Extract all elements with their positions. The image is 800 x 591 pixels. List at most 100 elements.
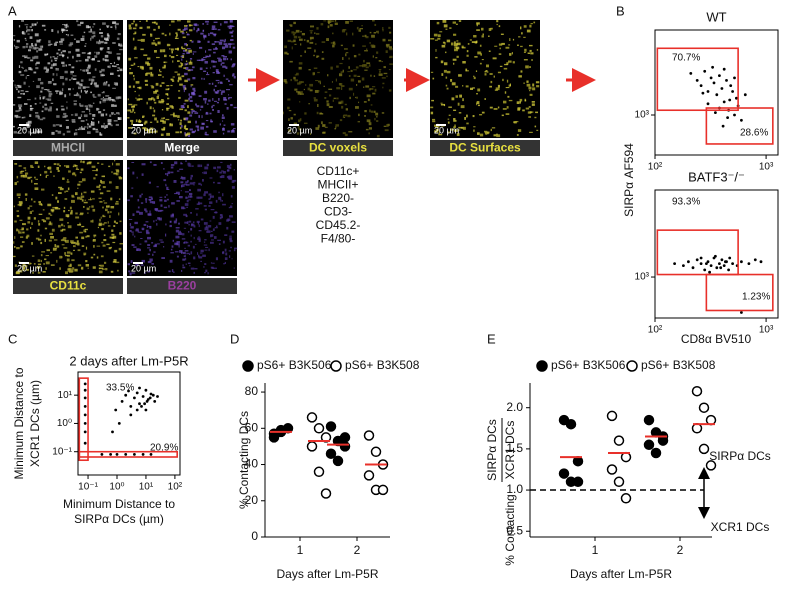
texture: [293, 21, 296, 25]
texture: [516, 134, 519, 136]
texture: [339, 73, 343, 77]
image-label: MHCII: [51, 141, 85, 155]
texture: [81, 199, 84, 202]
texture: [88, 104, 91, 106]
texture: [231, 258, 233, 260]
texture: [62, 54, 65, 57]
texture: [232, 63, 236, 65]
texture: [327, 74, 329, 77]
texture: [81, 236, 85, 240]
point: [124, 453, 128, 456]
texture: [288, 110, 292, 112]
texture: [205, 20, 209, 23]
texture: [92, 117, 95, 120]
texture: [181, 58, 183, 61]
texture: [24, 37, 27, 40]
texture: [521, 32, 523, 35]
texture: [59, 40, 63, 43]
texture: [456, 42, 461, 46]
texture: [481, 59, 484, 61]
texture: [314, 43, 317, 45]
texture: [103, 234, 106, 237]
texture: [78, 127, 83, 131]
texture: [328, 88, 333, 90]
texture: [215, 46, 217, 50]
texture: [98, 224, 102, 227]
texture: [59, 188, 64, 191]
texture: [339, 119, 343, 122]
texture: [185, 60, 188, 62]
texture: [232, 73, 235, 76]
texture: [52, 206, 56, 209]
texture: [211, 239, 214, 241]
texture: [203, 171, 207, 175]
texture: [116, 112, 119, 115]
texture: [284, 81, 288, 83]
texture: [53, 239, 58, 241]
texture: [171, 50, 173, 54]
texture: [213, 267, 217, 269]
texture: [147, 247, 151, 249]
panel-letter: E: [487, 331, 496, 346]
texture: [75, 48, 80, 52]
y-tick-label: 60: [245, 420, 259, 434]
texture: [184, 221, 188, 224]
texture: [332, 44, 335, 48]
texture: [181, 32, 185, 35]
texture: [177, 60, 180, 62]
texture: [56, 259, 58, 263]
texture: [332, 99, 334, 102]
texture: [370, 74, 372, 77]
x-tick-label: 10²: [648, 325, 663, 336]
texture: [68, 268, 72, 271]
point: [111, 430, 114, 434]
texture: [455, 85, 459, 88]
texture: [214, 236, 217, 239]
texture: [159, 196, 163, 198]
point: [720, 87, 724, 90]
texture: [364, 34, 367, 38]
gate: [656, 229, 739, 276]
texture: [14, 264, 17, 267]
texture: [231, 35, 234, 38]
texture: [22, 266, 26, 269]
texture: [27, 216, 31, 220]
texture: [153, 39, 155, 42]
texture: [314, 32, 316, 34]
point: [83, 405, 87, 408]
texture: [462, 126, 466, 130]
texture: [518, 75, 522, 78]
texture: [67, 225, 72, 229]
texture: [204, 191, 208, 194]
point: [705, 262, 708, 265]
texture: [186, 62, 189, 65]
point: [720, 258, 724, 262]
texture: [14, 44, 16, 47]
point: [691, 266, 695, 270]
texture: [442, 20, 447, 23]
texture: [288, 129, 291, 132]
texture: [20, 174, 25, 178]
texture: [184, 191, 189, 193]
texture: [180, 190, 182, 192]
texture: [536, 85, 540, 88]
texture: [113, 99, 115, 102]
texture: [211, 25, 216, 29]
texture: [220, 161, 223, 163]
texture: [316, 27, 319, 30]
texture: [29, 68, 33, 70]
texture: [59, 124, 62, 127]
point: [115, 453, 119, 456]
texture: [362, 35, 365, 37]
texture: [481, 35, 484, 38]
texture: [382, 82, 385, 85]
point: [156, 395, 159, 398]
x-tick-label: 10⁻¹: [78, 482, 98, 493]
texture: [166, 194, 168, 196]
texture: [233, 179, 237, 182]
texture: [308, 69, 311, 71]
texture: [373, 110, 376, 113]
texture: [220, 199, 222, 202]
texture: [184, 241, 188, 244]
texture: [92, 114, 96, 117]
